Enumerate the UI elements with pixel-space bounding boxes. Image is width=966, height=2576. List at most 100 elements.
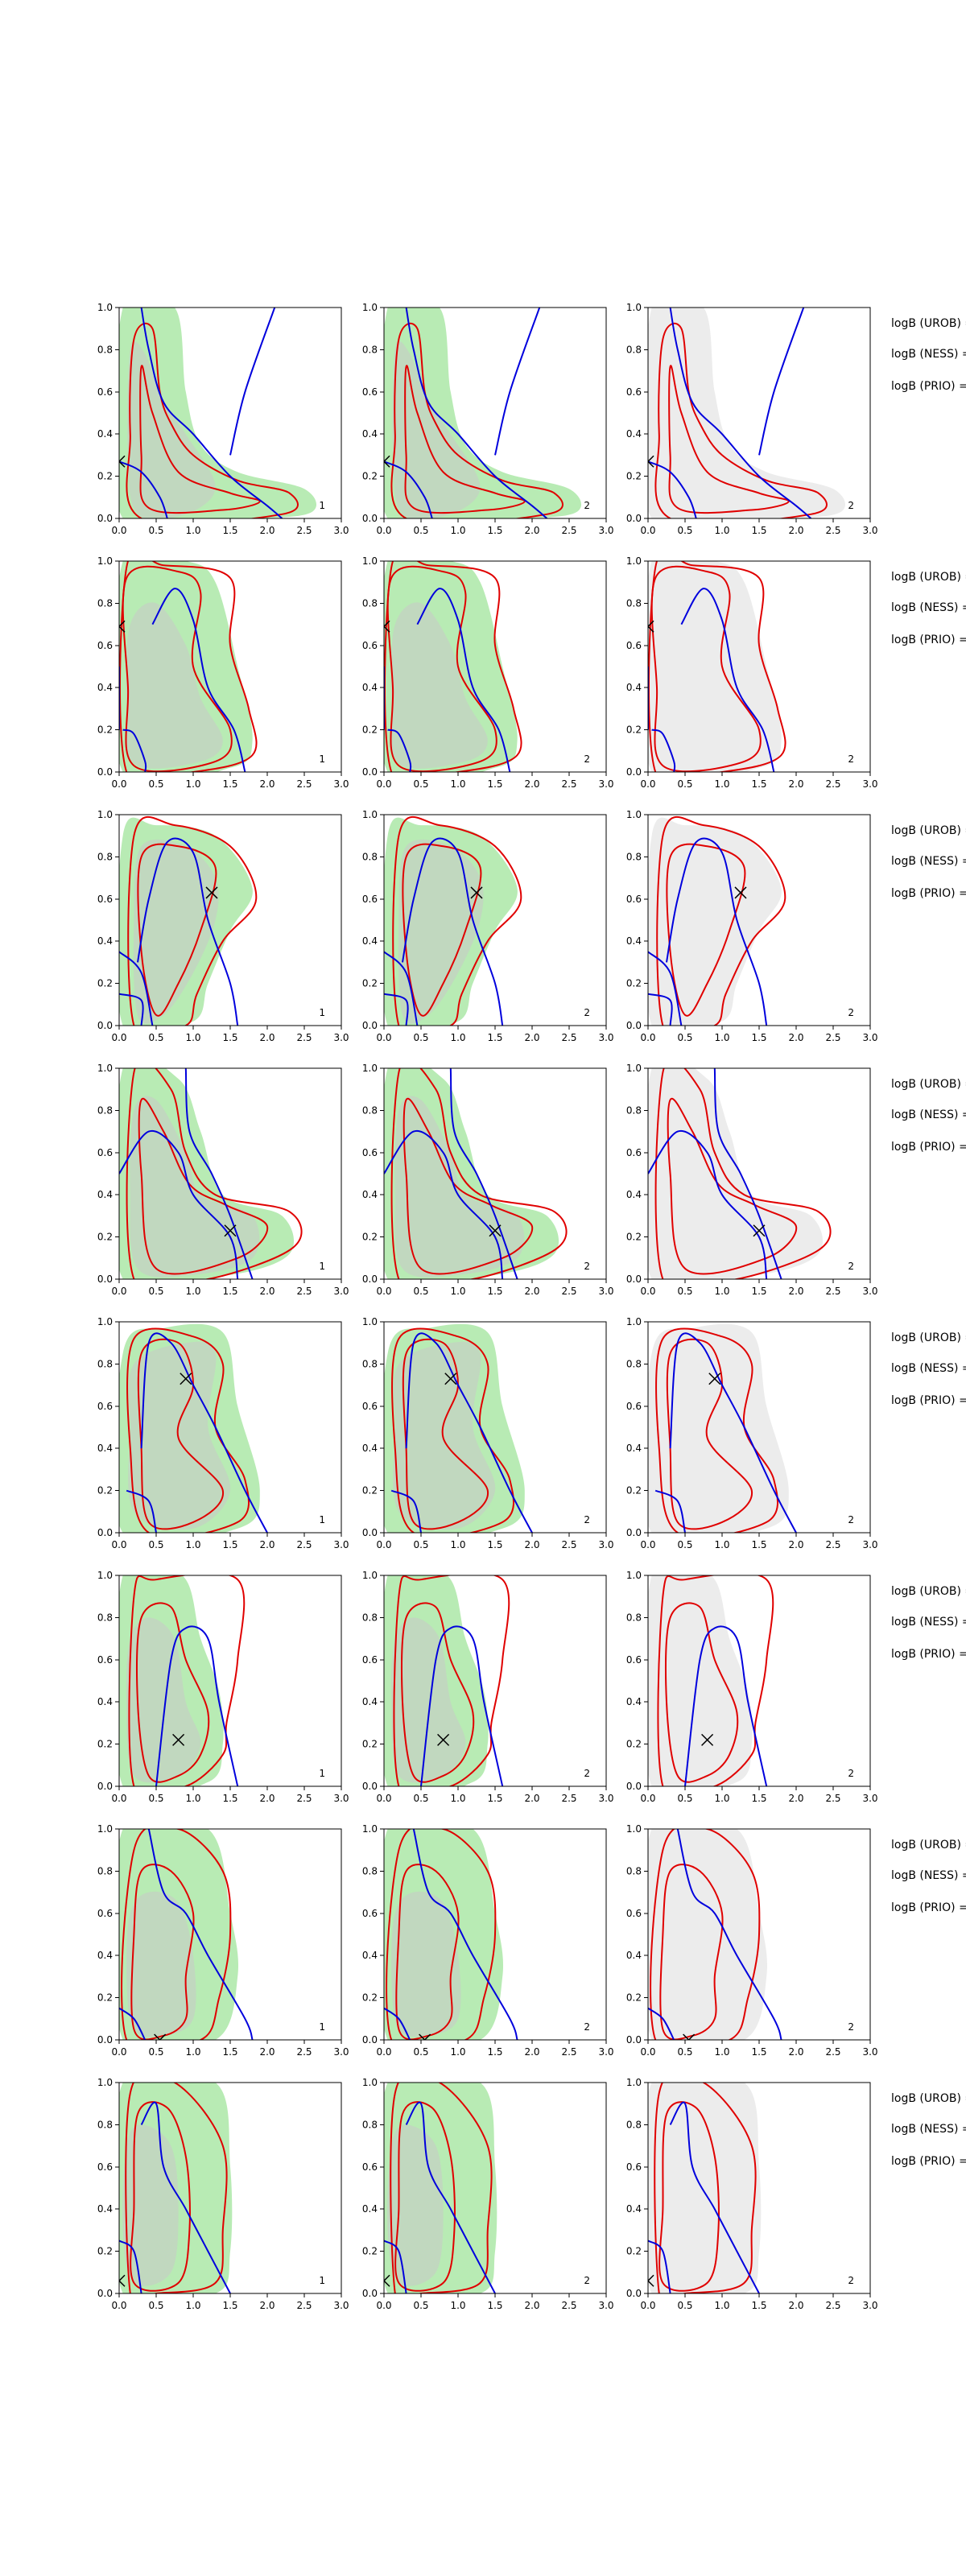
y-tick-label: 0.0 (362, 1781, 378, 1792)
panel-number-label: 1 (319, 2275, 325, 2286)
y-tick-label: 0.8 (626, 1358, 642, 1369)
x-tick-label: 1.0 (450, 1032, 465, 1043)
y-tick-label: 0.2 (97, 1992, 113, 2004)
plot-area (648, 2083, 762, 2293)
x-marker (648, 620, 654, 633)
x-tick-label: 3.0 (598, 1286, 613, 1297)
x-tick-label: 1.5 (222, 778, 237, 790)
x-tick-label: 2.0 (259, 525, 275, 536)
y-tick-label: 0.0 (626, 1527, 642, 1538)
red-contour-1 (126, 1068, 303, 1279)
y-tick-label: 0.6 (97, 640, 113, 651)
x-tick-label: 3.0 (598, 778, 613, 790)
x-tick-label: 0.5 (677, 2300, 692, 2311)
x-tick-label: 0.0 (111, 525, 126, 536)
x-tick-label: 0.0 (111, 2300, 126, 2311)
y-tick-label: 1.0 (97, 555, 113, 567)
plot-area (648, 1068, 832, 1279)
x-tick-label: 1.5 (222, 2046, 237, 2058)
plot-area (384, 816, 522, 1026)
x-tick-label: 0.0 (376, 1793, 391, 1804)
gray-region (122, 2124, 179, 2286)
y-tick-label: 0.0 (97, 2034, 113, 2046)
x-tick-label: 1.0 (185, 1793, 200, 1804)
blue-contour-1 (676, 1829, 782, 2040)
y-tick-label: 0.8 (626, 1865, 642, 1876)
x-tick-label: 2.5 (561, 525, 576, 536)
x-tick-label: 2.0 (259, 2046, 275, 2058)
y-tick-label: 0.8 (97, 2119, 113, 2130)
x-tick-label: 2.5 (296, 525, 312, 536)
x-tick-label: 0.0 (376, 1032, 391, 1043)
gray-region (126, 1617, 201, 1783)
panel-number-label: 2 (584, 2021, 590, 2033)
plot-area (648, 816, 786, 1026)
panel-number-label: 1 (319, 1514, 325, 1525)
x-tick-label: 2.5 (296, 1032, 312, 1043)
x-tick-label: 2.0 (524, 1286, 539, 1297)
blue-contour-1 (405, 1332, 533, 1533)
y-tick-label: 0.0 (626, 2034, 642, 2046)
logb-text: logB (UROB) = (891, 824, 966, 837)
y-tick-label: 0.4 (97, 428, 113, 440)
y-tick-label: 0.8 (97, 1104, 113, 1116)
x-tick-label: 2.5 (825, 525, 840, 536)
y-tick-label: 1.0 (362, 1823, 378, 1835)
x-tick-label: 1.0 (185, 2300, 200, 2311)
y-tick-label: 0.2 (97, 1232, 113, 1243)
plot-area (648, 1829, 782, 2040)
blue-contour-2 (119, 1129, 239, 1279)
y-tick-label: 0.4 (362, 935, 378, 947)
y-tick-label: 0.0 (626, 766, 642, 778)
x-tick-label: 1.5 (222, 2300, 237, 2311)
x-tick-label: 0.0 (376, 525, 391, 536)
blue-contour-3 (758, 308, 805, 456)
x-tick-label: 3.0 (598, 2046, 613, 2058)
x-tick-label: 0.5 (148, 1793, 163, 1804)
y-tick-label: 0.8 (362, 1104, 378, 1116)
x-tick-label: 0.5 (413, 2046, 428, 2058)
blue-contour-1 (405, 308, 548, 518)
x-tick-label: 1.0 (714, 2046, 729, 2058)
x-tick-label: 1.0 (450, 1286, 465, 1297)
red-contour-2 (139, 365, 261, 514)
y-tick-label: 1.0 (97, 1063, 113, 1074)
y-tick-label: 0.0 (362, 2034, 378, 2046)
blue-contour-2 (126, 1489, 157, 1533)
x-tick-label: 2.0 (788, 778, 803, 790)
red-contour-1 (656, 816, 786, 1026)
panel-number-label: 2 (848, 1514, 854, 1525)
panel-r3-c3: 0.0 0.5 1.0 1.5 2.0 2.5 3.0 0.0 0.2 0.4 0.6 0.8 1.0 2 (626, 809, 878, 1043)
x-marker (419, 2033, 431, 2040)
y-tick-label: 0.8 (97, 1612, 113, 1623)
panel-r4-c1: 0.0 0.5 1.0 1.5 2.0 2.5 3.0 0.0 0.2 0.4 0.6 0.8 1.0 1 (97, 1063, 349, 1297)
plot-area (119, 308, 317, 518)
y-tick-label: 0.8 (97, 851, 113, 862)
x-tick-label: 2.0 (524, 778, 539, 790)
x-tick-label: 1.5 (751, 1286, 766, 1297)
y-tick-label: 0.6 (626, 1147, 642, 1158)
y-tick-label: 0.0 (97, 513, 113, 524)
x-tick-label: 1.0 (450, 2046, 465, 2058)
x-tick-label: 0.5 (677, 2046, 692, 2058)
red-contour-2 (667, 1097, 798, 1275)
light-gray-region (648, 308, 846, 518)
blue-contour-1 (140, 1332, 268, 1533)
y-tick-label: 0.4 (362, 682, 378, 693)
panel-number-label: 2 (848, 1261, 854, 1272)
plot-area (648, 1323, 797, 1533)
plot-area (384, 1068, 568, 1279)
y-tick-label: 0.2 (362, 1232, 378, 1243)
red-contour-2 (400, 1602, 475, 1783)
x-marker (708, 1373, 721, 1385)
x-tick-label: 1.0 (185, 2046, 200, 2058)
y-tick-label: 0.8 (626, 1104, 642, 1116)
blue-contour-2 (384, 460, 433, 518)
panel-number-label: 2 (584, 1261, 590, 1272)
y-tick-label: 0.0 (362, 766, 378, 778)
y-tick-label: 0.2 (362, 724, 378, 736)
blue-contour-3 (119, 993, 144, 1026)
red-contour-2 (404, 365, 526, 514)
x-marker (180, 1373, 192, 1385)
logb-text: logB (NESS) = (891, 1616, 966, 1629)
